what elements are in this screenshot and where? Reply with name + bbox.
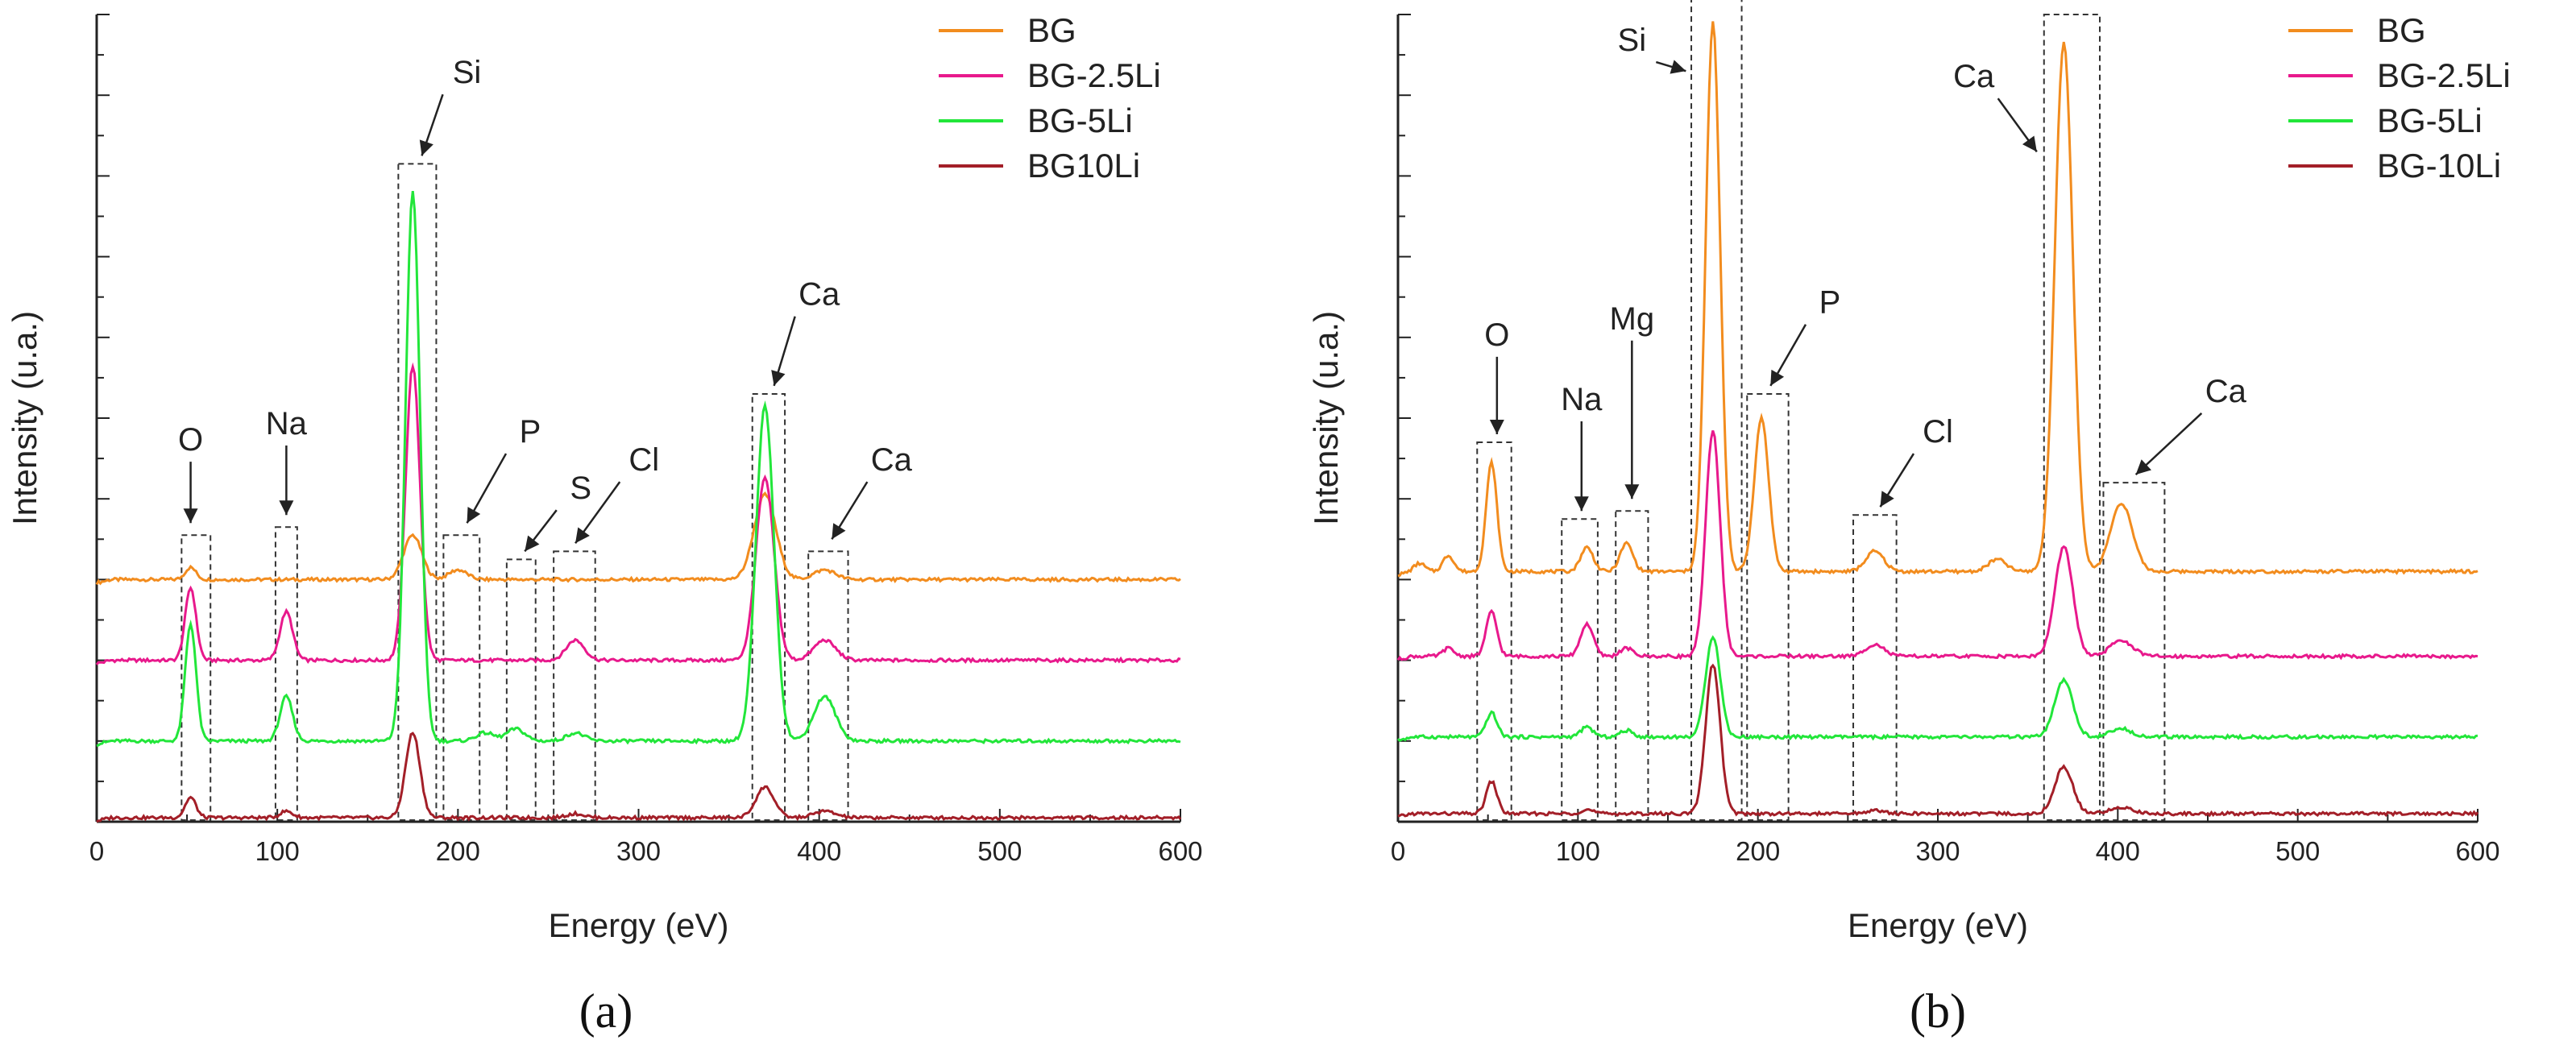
panel-b-chart: 0 100 200 300 400 500 600 Energy (eV) Intensity … [1307,0,2511,1038]
arrowhead [2135,459,2151,475]
x-tick-label: 400 [2096,836,2140,866]
peak-region-box [553,550,596,821]
arrowhead [525,535,540,552]
arrowhead [1770,369,1785,386]
legend-label: BG [2377,11,2426,49]
arrowhead [419,139,433,156]
x-axis-label: Energy (eV) [548,906,728,944]
series-line-bg-2-5li [1396,430,2479,661]
y-axis-label: Intensity (u.a.) [6,311,44,525]
element-label: Na [1561,382,1603,417]
arrowhead [1489,420,1504,435]
x-tick-label: 300 [1915,836,1960,866]
peak-region-box [180,534,212,821]
element-label: Cl [1923,414,1953,450]
peak-region-box [1852,514,1898,821]
legend-label: BG-10Li [2377,147,2501,184]
series-line-bg-10li [1397,663,2479,818]
annotation-arrow [2134,412,2203,476]
element-label: P [520,414,541,450]
element-label: Ca [1953,59,1995,94]
element-label: O [1484,317,1509,353]
legend-label: BG-2.5Li [2377,56,2511,94]
legend-label: BG10Li [1027,147,1140,184]
panel-a-chart: 0 100 200 300 400 500 600 Energy (eV) Intensity … [6,11,1203,1038]
arrowhead [1670,60,1686,74]
arrowhead [575,527,590,544]
legend-label: BG-2.5Li [1027,56,1161,94]
element-label: Si [453,55,482,90]
arrowhead [1880,491,1894,508]
x-tick-label: 300 [616,836,661,866]
arrowhead [832,523,846,540]
arrowhead [183,508,198,524]
arrowhead [279,500,294,516]
x-tick-label: 0 [89,836,104,866]
panel-label: (a) [579,984,633,1038]
element-label: Ca [871,442,913,478]
arrowhead [2022,135,2037,152]
element-label: Ca [799,277,840,313]
element-label: Si [1618,23,1647,58]
arrowhead [1574,496,1589,512]
peak-region-box [1476,441,1512,821]
y-axis-label: Intensity (u.a.) [1307,311,1345,525]
peak-region-box [2043,14,2101,821]
element-label: Ca [2205,374,2247,409]
series-line-bg-5li [1396,635,2479,742]
series-line-bg10li [96,732,1182,823]
peak-region-box [751,392,786,821]
arrowhead [1624,484,1640,499]
x-tick-label: 600 [2455,836,2499,866]
x-tick-label: 600 [1158,836,1202,866]
peak-region-box [442,534,481,821]
series-line-bg [95,491,1181,586]
series-line-bg-5li [96,190,1181,748]
series-line-bg [1397,21,2479,578]
peak-region-box [274,526,298,821]
x-tick-label: 100 [255,836,300,866]
panel-label: (b) [1910,984,1966,1038]
peak-region-box [1615,510,1649,821]
element-label: P [1819,285,1841,321]
arrowhead [771,370,786,386]
x-tick-label: 400 [797,836,841,866]
peak-region-box [1561,518,1599,821]
element-label: Na [266,406,308,441]
peak-region-box [807,550,849,821]
peak-region-box [505,558,537,821]
legend-label: BG-5Li [1027,102,1133,139]
element-label: Mg [1610,301,1655,337]
x-axis-label: Energy (eV) [1848,906,2028,944]
peak-region-box [1746,392,1790,821]
element-label: S [570,470,591,506]
element-label: Cl [628,442,659,478]
series-line-bg-2-5li [95,362,1181,665]
element-label: O [178,422,203,458]
x-tick-label: 500 [977,836,1022,866]
x-tick-label: 200 [1736,836,1780,866]
x-tick-label: 200 [436,836,480,866]
x-tick-label: 100 [1556,836,1600,866]
arrowhead [467,507,481,524]
legend-label: BG [1027,11,1076,49]
x-tick-label: 0 [1391,836,1405,866]
legend-label: BG-5Li [2377,102,2483,139]
x-tick-label: 500 [2275,836,2320,866]
